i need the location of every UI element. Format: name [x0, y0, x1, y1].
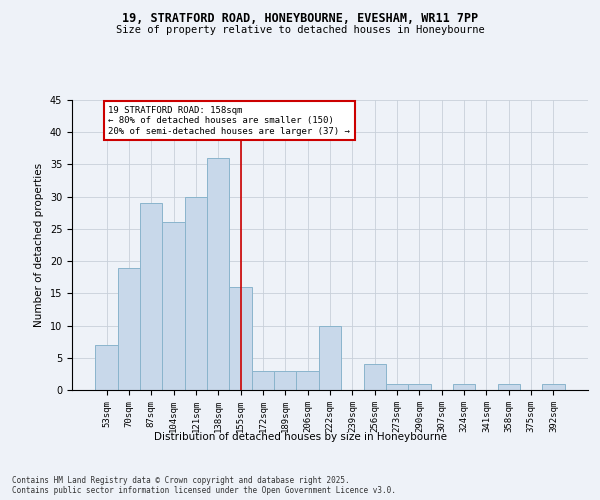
- Bar: [296, 370, 319, 390]
- Y-axis label: Number of detached properties: Number of detached properties: [34, 163, 44, 327]
- Bar: [207, 158, 229, 390]
- Bar: [163, 222, 185, 390]
- Bar: [408, 384, 431, 390]
- Text: 19, STRATFORD ROAD, HONEYBOURNE, EVESHAM, WR11 7PP: 19, STRATFORD ROAD, HONEYBOURNE, EVESHAM…: [122, 12, 478, 26]
- Bar: [453, 384, 475, 390]
- Bar: [118, 268, 140, 390]
- Bar: [229, 287, 252, 390]
- Bar: [386, 384, 408, 390]
- Text: 19 STRATFORD ROAD: 158sqm
← 80% of detached houses are smaller (150)
20% of semi: 19 STRATFORD ROAD: 158sqm ← 80% of detac…: [108, 106, 350, 136]
- Text: Contains HM Land Registry data © Crown copyright and database right 2025.
Contai: Contains HM Land Registry data © Crown c…: [12, 476, 396, 495]
- Bar: [95, 345, 118, 390]
- Bar: [185, 196, 207, 390]
- Bar: [274, 370, 296, 390]
- Bar: [542, 384, 565, 390]
- Bar: [497, 384, 520, 390]
- Text: Distribution of detached houses by size in Honeybourne: Distribution of detached houses by size …: [154, 432, 446, 442]
- Bar: [319, 326, 341, 390]
- Bar: [364, 364, 386, 390]
- Text: Size of property relative to detached houses in Honeybourne: Size of property relative to detached ho…: [116, 25, 484, 35]
- Bar: [252, 370, 274, 390]
- Bar: [140, 203, 163, 390]
